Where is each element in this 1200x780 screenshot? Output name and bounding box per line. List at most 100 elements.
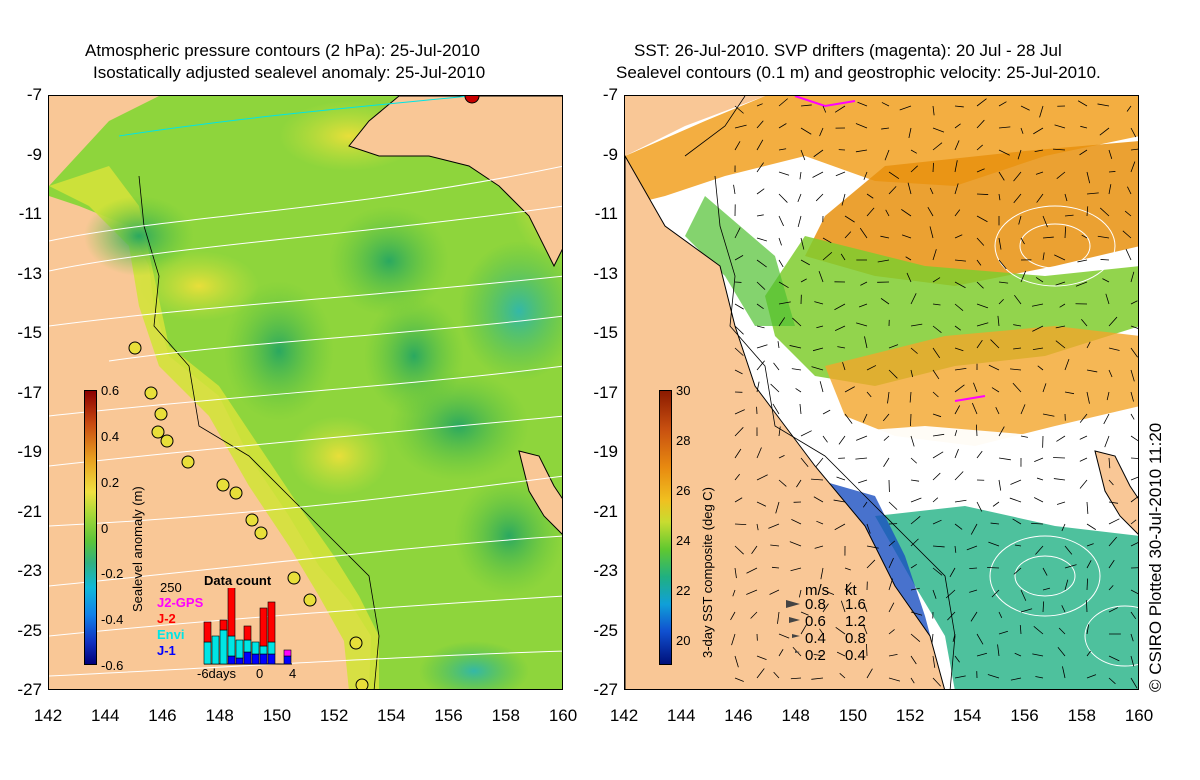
velocity-legend-ms: 0.2 (805, 647, 826, 664)
velocity-arrow (995, 406, 1000, 415)
velocity-arrow (910, 587, 920, 591)
velocity-arrow (756, 447, 762, 459)
velocity-arrow (756, 139, 764, 151)
velocity-arrow (880, 298, 890, 305)
velocity-arrow (778, 148, 787, 151)
velocity-arrow (834, 325, 846, 332)
velocity-arrow (822, 105, 827, 113)
velocity-arrow (1130, 542, 1138, 547)
velocity-arrow (954, 347, 964, 352)
lon-label-left: 154 (377, 706, 406, 725)
velocity-arrow (837, 346, 846, 349)
velocity-arrow (932, 497, 939, 503)
velocity-arrow (756, 360, 765, 371)
velocity-arrow (1010, 479, 1022, 485)
lat-label-left: -27 (17, 680, 42, 699)
velocity-arrow (734, 677, 744, 682)
sst-map (624, 95, 1139, 690)
velocity-arrow (836, 651, 846, 657)
velocity-arrow (732, 589, 736, 597)
velocity-arrow (888, 501, 898, 510)
velocity-arrow (771, 566, 780, 569)
velocity-arrow (778, 633, 790, 639)
velocity-arrow (813, 653, 824, 657)
velocity-arrow (778, 237, 782, 246)
velocity-arrow (976, 281, 984, 289)
data-count-legend-item: Envi (157, 627, 185, 642)
velocity-arrow (952, 633, 956, 642)
velocity-arrow (888, 653, 898, 657)
velocity-arrow (954, 140, 960, 151)
velocity-arrow (775, 501, 780, 514)
velocity-arrow (1014, 652, 1022, 657)
data-count-bar (283, 655, 292, 665)
velocity-arrow (932, 545, 945, 548)
data-count-bar (267, 641, 276, 655)
velocity-arrow (998, 193, 1001, 201)
velocity-arrow (1061, 523, 1066, 532)
velocity-arrow (1086, 391, 1090, 404)
velocity-arrow (734, 141, 741, 151)
velocity-arrow (833, 499, 846, 503)
sealevel-colorbar-tick: 0.4 (101, 428, 120, 444)
velocity-arrow (859, 227, 868, 239)
left-title-line2: Isostatically adjusted sealevel anomaly:… (93, 63, 486, 82)
velocity-arrow (797, 193, 802, 203)
lon-label-left: 150 (262, 706, 292, 725)
velocity-arrow (998, 126, 1011, 129)
velocity-arrow (888, 344, 899, 349)
velocity-arrow (800, 237, 805, 250)
velocity-arrow (932, 451, 944, 459)
velocity-arrow (1054, 254, 1066, 261)
velocity-arrow (991, 387, 1000, 393)
lon-label-right: 158 (1067, 706, 1096, 725)
velocity-arrow (814, 545, 824, 549)
data-count-bar (227, 655, 236, 665)
velocity-arrow (910, 435, 915, 447)
velocity-arrow (1079, 149, 1088, 156)
velocity-arrow (998, 426, 1005, 437)
velocity-arrow (954, 499, 967, 503)
velocity-arrow (813, 496, 824, 503)
velocity-arrow (1032, 653, 1044, 657)
velocity-arrow (822, 589, 835, 595)
velocity-arrow (840, 253, 846, 261)
velocity-arrow (1097, 235, 1110, 239)
velocity-arrow (1019, 625, 1022, 635)
velocity-arrow (1130, 391, 1134, 402)
sealevel-colorbar (84, 390, 97, 665)
velocity-arrow (734, 545, 744, 555)
velocity-arrow (1086, 624, 1090, 635)
velocity-arrow (1058, 627, 1066, 635)
velocity-arrow (792, 317, 802, 327)
velocity-arrow (954, 259, 966, 262)
velocity-arrow (998, 630, 1009, 635)
velocity-arrow (811, 677, 824, 680)
sst-colorbar-tick: 26 (676, 483, 691, 498)
velocity-legend-kt: 0.8 (845, 630, 866, 647)
sst-colorbar-tick: 20 (676, 633, 691, 648)
velocity-arrow (836, 476, 846, 481)
lon-label-left: 152 (319, 706, 349, 725)
velocity-arrow (756, 523, 759, 531)
velocity-arrow (1034, 149, 1044, 153)
velocity-arrow (954, 655, 960, 663)
velocity-arrow (1103, 413, 1110, 425)
sealevel-colorbar-tick: -0.2 (101, 566, 124, 582)
velocity-arrow (1079, 479, 1088, 489)
velocity-arrow (866, 391, 872, 398)
velocity-arrow (838, 435, 846, 445)
velocity-arrow (1130, 633, 1134, 642)
velocity-arrow (1108, 171, 1116, 173)
velocity-arrow (756, 214, 764, 217)
sealevel-colorbar-tick: -0.4 (101, 612, 124, 628)
velocity-arrow (842, 362, 846, 371)
velocity-arrow (954, 209, 961, 217)
velocity-arrow (866, 523, 871, 534)
velocity-arrow (976, 633, 984, 645)
data-count-bar (219, 619, 228, 631)
velocity-arrow (1130, 325, 1138, 329)
lat-label-right: -7 (602, 85, 618, 104)
velocity-arrow (954, 523, 963, 530)
velocity-arrow (1108, 607, 1119, 613)
